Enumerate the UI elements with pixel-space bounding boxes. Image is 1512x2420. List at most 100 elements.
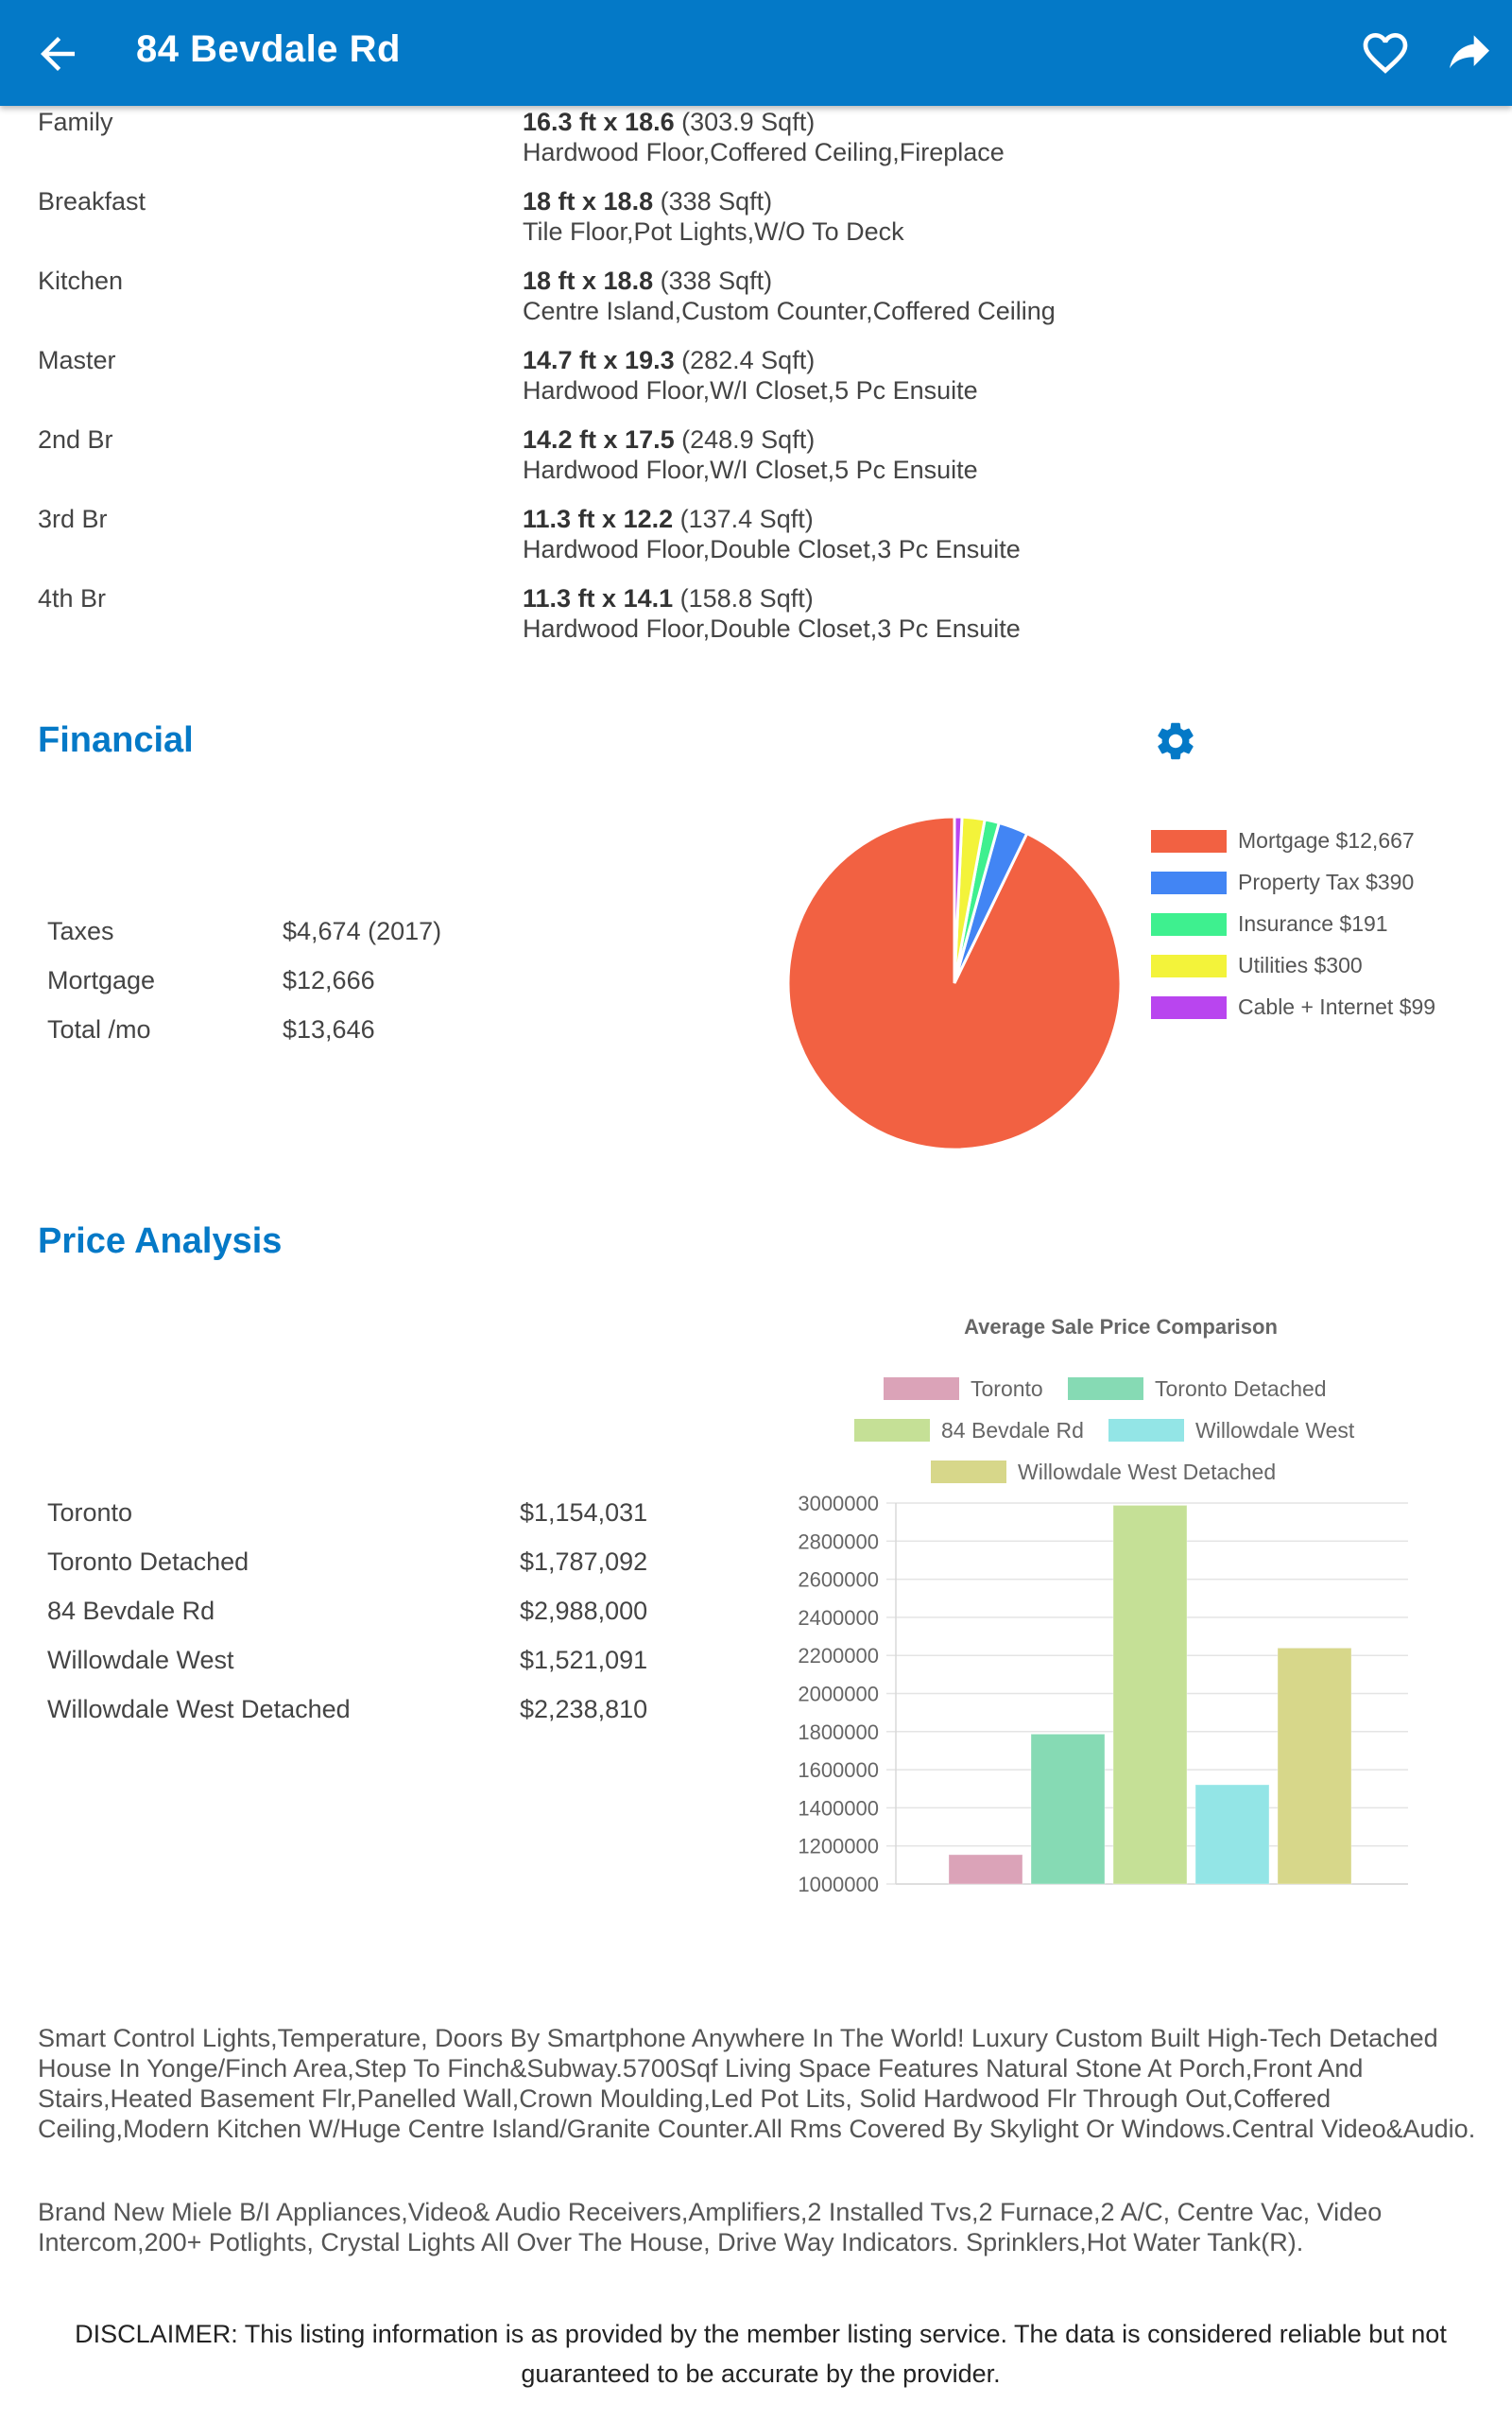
legend-swatch: [1151, 996, 1227, 1019]
room-features: Hardwood Floor,Coffered Ceiling,Fireplac…: [523, 138, 1005, 166]
financial-label: Total /mo: [47, 1015, 151, 1044]
favorite-heart-icon[interactable]: [1357, 26, 1414, 79]
financial-row: Total /mo $13,646: [47, 1015, 520, 1053]
disclaimer-text: DISCLAIMER: This listing information is …: [75, 2320, 1447, 2388]
y-tick-label: 1200000: [798, 1835, 879, 1858]
price-row: Toronto $1,154,031: [47, 1498, 652, 1536]
bar-toronto[interactable]: [948, 1854, 1023, 1885]
legend-label: Toronto: [971, 1376, 1043, 1401]
price-value: $1,521,091: [520, 1646, 648, 1674]
financial-row: Taxes $4,674 (2017): [47, 917, 520, 955]
description-paragraph: Smart Control Lights,Temperature, Doors …: [38, 2024, 1476, 2143]
price-row: 84 Bevdale Rd $2,988,000: [47, 1597, 652, 1634]
y-tick-label: 1400000: [798, 1796, 879, 1820]
legend-84-bevdale-rd[interactable]: 84 Bevdale Rd: [854, 1418, 1084, 1443]
financial-value: $4,674 (2017): [283, 917, 442, 945]
legend-swatch: [1068, 1377, 1143, 1400]
room-size: 18 ft x 18.8: [523, 267, 654, 295]
bar-willowdale-west-detached[interactable]: [1277, 1647, 1352, 1885]
price-label: Toronto Detached: [47, 1547, 249, 1576]
price-label: Toronto: [47, 1498, 133, 1527]
financial-value: $13,646: [283, 1015, 375, 1044]
room-row: 3rd Br 11.3 ft x 12.2 (137.4 Sqft) Hardw…: [0, 505, 1512, 584]
legend-swatch: [854, 1419, 930, 1442]
room-area: (338 Sqft): [653, 267, 773, 295]
bar-toronto-detached[interactable]: [1030, 1733, 1106, 1885]
room-name: 2nd Br: [38, 425, 113, 454]
bar-84-bevdale-rd[interactable]: [1112, 1504, 1188, 1885]
legend-willowdale-west-detached[interactable]: Willowdale West Detached: [931, 1460, 1276, 1484]
room-row: Family 16.3 ft x 18.6 (303.9 Sqft) Hardw…: [0, 108, 1512, 187]
legend-swatch: [1151, 955, 1227, 977]
legend-item-insurance[interactable]: Insurance $191: [1151, 910, 1491, 939]
room-size: 14.7 ft x 19.3: [523, 346, 675, 374]
room-row: Master 14.7 ft x 19.3 (282.4 Sqft) Hardw…: [0, 346, 1512, 425]
y-tick-label: 2400000: [798, 1606, 879, 1630]
room-dimensions: 14.7 ft x 19.3 (282.4 Sqft): [523, 346, 815, 375]
legend-label: Willowdale West: [1195, 1418, 1355, 1443]
room-area: (303.9 Sqft): [674, 108, 816, 136]
pie-slice-cable-internet[interactable]: [953, 815, 964, 984]
room-dimensions: 18 ft x 18.8 (338 Sqft): [523, 187, 772, 216]
price-value: $1,154,031: [520, 1498, 648, 1527]
legend-willowdale-west[interactable]: Willowdale West: [1108, 1418, 1355, 1443]
y-tick-label: 2000000: [798, 1683, 879, 1706]
y-tick-label: 2800000: [798, 1530, 879, 1553]
legend-toronto[interactable]: Toronto: [884, 1376, 1043, 1401]
legend-label: Insurance $191: [1238, 911, 1388, 936]
y-tick-label: 1600000: [798, 1758, 879, 1782]
room-name: Kitchen: [38, 267, 124, 295]
room-row: 4th Br 11.3 ft x 14.1 (158.8 Sqft) Hardw…: [0, 584, 1512, 664]
room-features: Centre Island,Custom Counter,Coffered Ce…: [523, 297, 1056, 325]
room-features: Hardwood Floor,W/I Closet,5 Pc Ensuite: [523, 456, 978, 484]
room-size: 11.3 ft x 12.2: [523, 505, 674, 533]
legend-label: Toronto Detached: [1155, 1376, 1327, 1401]
room-size: 14.2 ft x 17.5: [523, 425, 675, 454]
share-arrow-icon[interactable]: [1442, 26, 1497, 79]
legend-item-cable-internet[interactable]: Cable + Internet $99: [1151, 994, 1491, 1022]
room-area: (248.9 Sqft): [674, 425, 816, 454]
room-features: Hardwood Floor,Double Closet,3 Pc Ensuit…: [523, 535, 1021, 563]
room-dimensions: 18 ft x 18.8 (338 Sqft): [523, 267, 772, 296]
room-area: (338 Sqft): [653, 187, 773, 216]
y-tick-label: 3000000: [798, 1492, 879, 1515]
financial-label: Mortgage: [47, 966, 156, 994]
financial-heading: Financial: [38, 720, 194, 760]
legend-item-mortgage[interactable]: Mortgage $12,667: [1151, 827, 1491, 856]
legend-toronto-detached[interactable]: Toronto Detached: [1068, 1376, 1327, 1401]
room-size: 16.3 ft x 18.6: [523, 108, 675, 136]
price-comparison-bar-chart: Average Sale Price Comparison Toronto Toro…: [798, 1315, 1408, 1896]
legend-label: 84 Bevdale Rd: [941, 1418, 1084, 1443]
legend-swatch: [1108, 1419, 1184, 1442]
legend-swatch: [1151, 830, 1227, 853]
room-name: Breakfast: [38, 187, 146, 216]
expense-pie-chart: [786, 815, 1123, 1151]
page-title: 84 Bevdale Rd: [136, 28, 401, 70]
legend-label: Mortgage $12,667: [1238, 828, 1415, 853]
chart-title: Average Sale Price Comparison: [964, 1315, 1278, 1339]
room-area: (282.4 Sqft): [674, 346, 816, 374]
price-label: Willowdale West Detached: [47, 1695, 351, 1723]
room-area: (137.4 Sqft): [673, 505, 814, 533]
legend-swatch: [884, 1377, 959, 1400]
room-dimensions: 11.3 ft x 12.2 (137.4 Sqft): [523, 505, 814, 534]
room-features: Hardwood Floor,W/I Closet,5 Pc Ensuite: [523, 376, 978, 405]
settings-gear-icon[interactable]: [1153, 718, 1198, 764]
price-value: $1,787,092: [520, 1547, 648, 1576]
price-analysis-heading: Price Analysis: [38, 1221, 283, 1261]
legend-item-utilities[interactable]: Utilities $300: [1151, 952, 1491, 980]
legend-item-property-tax[interactable]: Property Tax $390: [1151, 869, 1491, 897]
price-value: $2,238,810: [520, 1695, 648, 1723]
legend-label: Cable + Internet $99: [1238, 994, 1436, 1019]
legend-swatch: [931, 1461, 1006, 1483]
description-paragraph: Brand New Miele B/I Appliances,Video& Au…: [38, 2198, 1383, 2256]
room-features: Hardwood Floor,Double Closet,3 Pc Ensuit…: [523, 614, 1021, 643]
room-area: (158.8 Sqft): [673, 584, 814, 613]
y-tick-label: 2200000: [798, 1644, 879, 1668]
price-row: Toronto Detached $1,787,092: [47, 1547, 652, 1585]
room-size: 18 ft x 18.8: [523, 187, 654, 216]
back-arrow-icon[interactable]: [32, 28, 83, 79]
bar-willowdale-west[interactable]: [1194, 1784, 1270, 1885]
financial-value: $12,666: [283, 966, 375, 994]
legend-swatch: [1151, 913, 1227, 936]
